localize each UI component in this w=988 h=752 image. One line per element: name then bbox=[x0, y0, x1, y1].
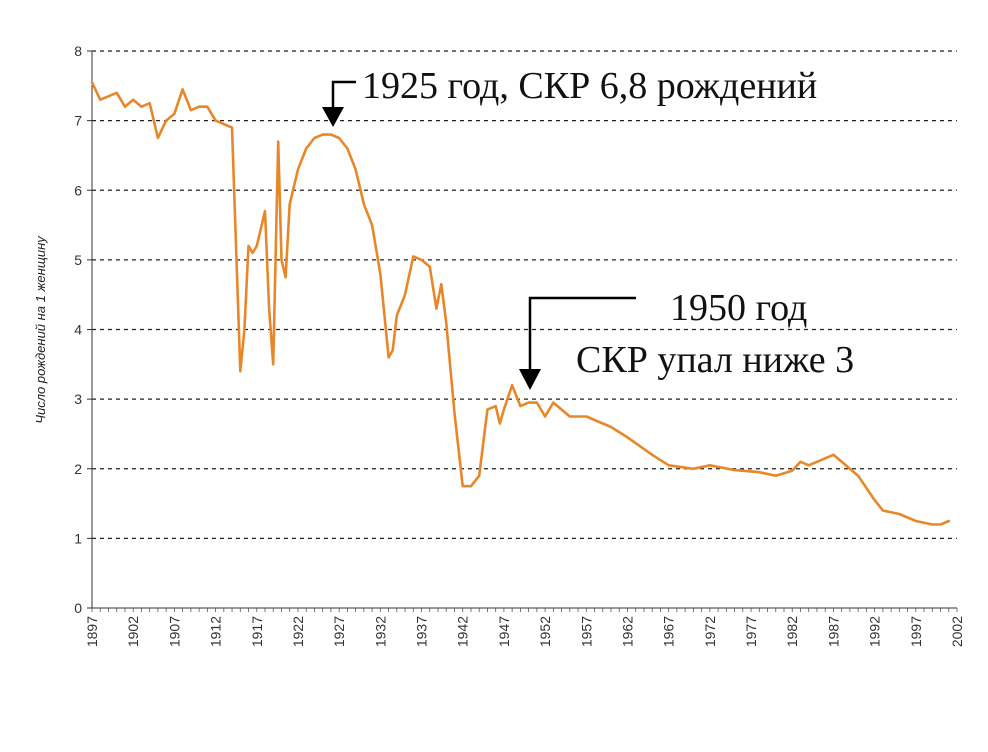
x-tick-label-1897: 1897 bbox=[84, 616, 100, 647]
annotation-1950-label-line1: 1950 год bbox=[670, 287, 807, 329]
x-tick-label-1967: 1967 bbox=[661, 616, 677, 647]
x-tick-label-1942: 1942 bbox=[455, 616, 471, 647]
annotation-1925: 1925 год, СКР 6,8 рождений bbox=[322, 65, 817, 127]
y-tick-label-8: 8 bbox=[74, 43, 82, 59]
x-tick-label-1912: 1912 bbox=[208, 616, 224, 647]
annotation-1950-arrowhead bbox=[519, 369, 541, 390]
x-tick-label-1962: 1962 bbox=[619, 616, 635, 647]
x-tick-label-1972: 1972 bbox=[702, 616, 718, 647]
annotation-1950-arrow bbox=[528, 296, 636, 375]
tick-labels: 0 1 2 3 4 5 6 7 8 1897 1902 1907 1912 1917 1922 1927 193… bbox=[74, 43, 965, 647]
y-tick-label-3: 3 bbox=[74, 391, 82, 407]
x-tick-label-1997: 1997 bbox=[908, 616, 924, 647]
annotation-1925-arrowhead bbox=[322, 107, 344, 127]
x-tick-label-1922: 1922 bbox=[290, 616, 306, 647]
x-tick-label-2002: 2002 bbox=[949, 616, 965, 647]
x-tick-label-1937: 1937 bbox=[414, 616, 430, 647]
x-tick-label-1977: 1977 bbox=[743, 616, 759, 647]
x-tick-label-1947: 1947 bbox=[496, 616, 512, 647]
y-axis-label: Число рождений на 1 женщину bbox=[33, 235, 48, 424]
x-tick-label-1992: 1992 bbox=[867, 616, 883, 647]
y-tick-label-4: 4 bbox=[74, 322, 82, 338]
x-tick-label-1987: 1987 bbox=[825, 616, 841, 647]
annotation-1925-label: 1925 год, СКР 6,8 рождений bbox=[362, 65, 817, 107]
axes bbox=[87, 50, 958, 612]
x-tick-label-1952: 1952 bbox=[537, 616, 553, 647]
annotation-1950-label-line2: СКР упал ниже 3 bbox=[576, 339, 854, 381]
y-tick-label-1: 1 bbox=[74, 530, 82, 546]
x-tick-label-1902: 1902 bbox=[125, 616, 141, 647]
x-tick-label-1982: 1982 bbox=[784, 616, 800, 647]
y-tick-label-2: 2 bbox=[74, 461, 82, 477]
x-tick-label-1927: 1927 bbox=[331, 616, 347, 647]
x-tick-label-1907: 1907 bbox=[166, 616, 182, 647]
annotation-1950: 1950 год СКР упал ниже 3 bbox=[519, 287, 854, 390]
x-tick-label-1917: 1917 bbox=[249, 616, 265, 647]
series-line-0 bbox=[90, 81, 951, 526]
y-tick-label-7: 7 bbox=[74, 113, 82, 129]
y-tick-label-0: 0 bbox=[74, 600, 82, 616]
series-layer bbox=[90, 81, 951, 526]
annotation-1925-arrow bbox=[331, 80, 356, 112]
x-tick-label-1932: 1932 bbox=[372, 616, 388, 647]
x-tick-label-1957: 1957 bbox=[578, 616, 594, 647]
y-tick-label-6: 6 bbox=[74, 182, 82, 198]
y-tick-label-5: 5 bbox=[74, 252, 82, 268]
